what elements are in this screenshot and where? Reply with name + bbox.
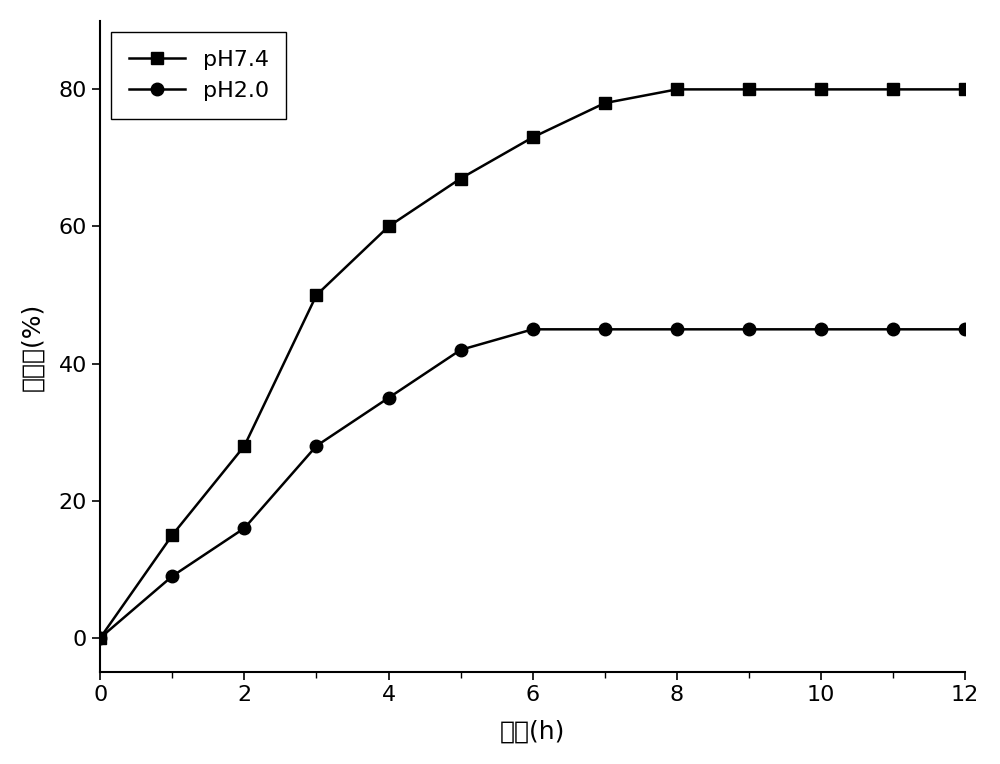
pH7.4 bbox=[455, 174, 467, 183]
pH7.4 bbox=[310, 290, 322, 299]
pH7.4 bbox=[671, 85, 683, 94]
pH7.4 bbox=[166, 530, 178, 539]
pH2.0 bbox=[455, 345, 467, 354]
pH2.0 bbox=[94, 633, 106, 643]
pH7.4 bbox=[743, 85, 755, 94]
pH2.0 bbox=[815, 325, 827, 334]
pH2.0 bbox=[383, 393, 395, 403]
pH7.4 bbox=[887, 85, 899, 94]
pH2.0 bbox=[166, 571, 178, 581]
pH7.4 bbox=[238, 442, 250, 451]
X-axis label: 时间(h): 时间(h) bbox=[500, 719, 565, 743]
pH2.0 bbox=[238, 523, 250, 533]
Line: pH2.0: pH2.0 bbox=[94, 323, 971, 644]
pH2.0 bbox=[887, 325, 899, 334]
pH7.4 bbox=[94, 633, 106, 643]
pH2.0 bbox=[743, 325, 755, 334]
pH2.0 bbox=[310, 442, 322, 451]
pH2.0 bbox=[671, 325, 683, 334]
pH2.0 bbox=[527, 325, 539, 334]
pH7.4 bbox=[959, 85, 971, 94]
Legend: pH7.4, pH2.0: pH7.4, pH2.0 bbox=[111, 32, 286, 118]
pH7.4 bbox=[527, 133, 539, 142]
Y-axis label: 缓释率(%): 缓释率(%) bbox=[21, 303, 45, 390]
pH2.0 bbox=[959, 325, 971, 334]
pH7.4 bbox=[815, 85, 827, 94]
pH7.4 bbox=[383, 222, 395, 231]
Line: pH7.4: pH7.4 bbox=[94, 83, 971, 644]
pH2.0 bbox=[599, 325, 611, 334]
pH7.4 bbox=[599, 99, 611, 108]
